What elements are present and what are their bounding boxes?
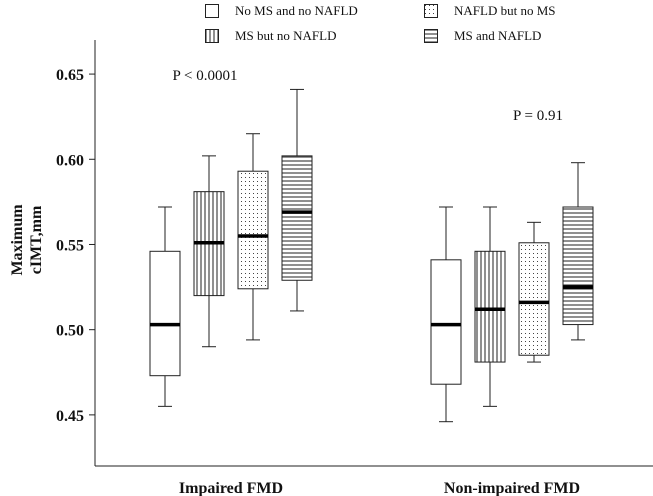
y-tick-label: 0.55 xyxy=(56,237,84,254)
box-vertical xyxy=(474,206,506,407)
legend-swatch-horizontal xyxy=(424,29,438,43)
x-category-label: Impaired FMD xyxy=(179,480,283,496)
p-value-annotation: P < 0.0001 xyxy=(173,68,238,84)
box-horizontal xyxy=(562,162,594,341)
iqr-box xyxy=(281,155,313,281)
box-none xyxy=(430,206,462,423)
y-tick-label: 0.45 xyxy=(56,408,84,425)
group-non-impaired-fmd: Non-impaired FMD P = 0.91 xyxy=(430,108,594,496)
y-tick-label: 0.50 xyxy=(56,323,84,340)
iqr-box xyxy=(562,206,594,326)
legend-label: MS but no NAFLD xyxy=(235,28,337,43)
legend-item-no-ms-no-nafld: No MS and no NAFLD xyxy=(205,3,358,19)
legend-swatch-plain xyxy=(205,4,219,18)
iqr-box xyxy=(430,259,462,385)
iqr-box xyxy=(474,250,506,363)
legend-swatch-vertical xyxy=(205,29,219,43)
legend-label: No MS and no NAFLD xyxy=(235,3,358,18)
box-horizontal xyxy=(281,88,313,312)
group-impaired-fmd: Impaired FMD P < 0.0001 xyxy=(149,68,313,496)
box-none xyxy=(149,206,181,407)
iqr-box xyxy=(149,250,181,377)
iqr-box xyxy=(518,242,550,356)
y-tick-label: 0.60 xyxy=(56,152,84,169)
box-vertical xyxy=(193,155,225,348)
x-category-label: Non-impaired FMD xyxy=(444,480,580,496)
y-tick-label: 0.65 xyxy=(56,67,84,84)
p-value-annotation: P = 0.91 xyxy=(513,108,563,124)
legend-item-ms-no-nafld: MS but no NAFLD xyxy=(205,28,337,44)
y-axis-title-line1: Maximum xyxy=(9,204,26,276)
legend-item-ms-and-nafld: MS and NAFLD xyxy=(424,28,541,44)
y-axis-title-line2: cIMT,mm xyxy=(28,205,45,274)
legend-swatch-dots xyxy=(424,4,438,18)
box-dots xyxy=(518,221,550,363)
iqr-box xyxy=(237,170,269,290)
box-dots xyxy=(237,133,269,341)
legend-item-nafld-no-ms: NAFLD but no MS xyxy=(424,3,556,19)
legend-label: NAFLD but no MS xyxy=(454,3,556,18)
legend-label: MS and NAFLD xyxy=(454,28,542,43)
